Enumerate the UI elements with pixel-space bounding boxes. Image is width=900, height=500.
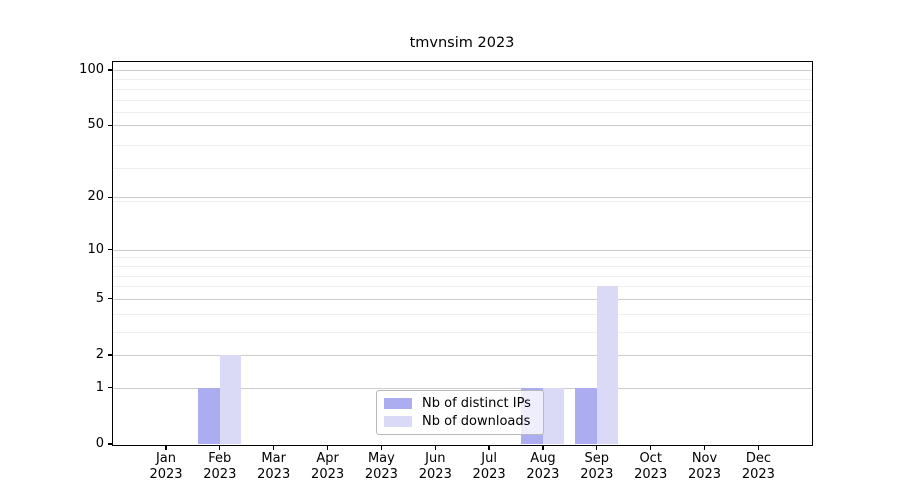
x-label-month: Jun (425, 451, 446, 466)
x-tick-oct (650, 445, 652, 450)
gridline-major-1 (113, 387, 812, 389)
x-label-nov: Nov 2023 (675, 451, 735, 482)
y-tick-label-5: 5 (95, 290, 104, 306)
gridline-minor-3 (113, 331, 812, 333)
gridline-minor-59 (113, 112, 812, 114)
x-label-year: 2023 (526, 466, 560, 482)
bar-feb-distinct-ips (198, 387, 220, 444)
chart-title: tmvnsim 2023 (409, 35, 515, 51)
gridline-major-10 (113, 249, 812, 251)
x-label-year: 2023 (687, 466, 722, 482)
x-tick-jul (488, 445, 490, 450)
x-tick-jun (434, 445, 436, 450)
gridline-minor-29 (113, 168, 812, 170)
y-tick-label-10: 10 (87, 241, 104, 257)
x-tick-jan (165, 445, 167, 450)
gridline-minor-89 (113, 79, 812, 81)
x-label-year: 2023 (418, 466, 452, 482)
legend-item-downloads: Nb of downloads (384, 414, 537, 429)
gridline-minor-9 (113, 257, 812, 259)
x-label-year: 2023 (364, 466, 398, 482)
x-label-mar: Mar 2023 (244, 451, 304, 482)
x-tick-apr (326, 445, 329, 450)
legend-label-distinct-ips: Nb of distinct IPs (422, 396, 531, 411)
gridline-minor-4 (113, 313, 812, 315)
y-tick-label-100: 100 (79, 62, 104, 77)
gridline-minor-39 (113, 145, 812, 147)
gridline-major-50 (113, 125, 812, 127)
y-tick-20 (107, 196, 112, 198)
bar-aug-downloads (542, 387, 565, 444)
y-tick-label-20: 20 (87, 189, 104, 205)
gridline-minor-79 (113, 88, 812, 90)
bar-sep-distinct-ips (575, 387, 597, 444)
gridline-major-2 (113, 355, 812, 356)
gridline-minor-69 (113, 99, 812, 101)
bar-sep-downloads (596, 286, 619, 444)
x-label-year: 2023 (580, 466, 614, 482)
x-tick-nov (703, 445, 706, 450)
x-label-aug: Aug 2023 (513, 451, 573, 482)
gridline-major-100 (113, 70, 812, 71)
x-label-dec: Dec 2023 (728, 451, 788, 482)
x-label-month: Aug (530, 451, 556, 466)
y-tick-label-1: 1 (95, 379, 104, 395)
x-label-month: Nov (691, 451, 718, 466)
gridline-minor-6 (113, 286, 812, 288)
x-label-year: 2023 (149, 466, 183, 482)
x-label-year: 2023 (257, 466, 291, 482)
x-label-month: Jan (155, 451, 177, 466)
x-label-year: 2023 (311, 466, 345, 482)
x-tick-may (380, 445, 383, 450)
x-label-month: Dec (745, 451, 771, 466)
legend: Nb of distinct IPs Nb of downloads (376, 390, 544, 435)
x-label-month: Apr (316, 451, 339, 466)
bar-feb-downloads (219, 355, 242, 444)
y-tick-10 (107, 249, 112, 251)
legend-label-downloads: Nb of downloads (422, 414, 531, 429)
x-label-year: 2023 (203, 466, 237, 482)
x-tick-feb (219, 445, 221, 450)
x-label-month: Jul (481, 451, 497, 466)
x-label-feb: Feb 2023 (190, 451, 250, 482)
x-label-year: 2023 (472, 466, 506, 482)
x-label-apr: Apr 2023 (298, 451, 358, 482)
x-tick-mar (273, 445, 275, 450)
x-label-year: 2023 (741, 466, 775, 482)
y-tick-5 (107, 298, 112, 300)
x-label-month: Feb (208, 451, 232, 466)
x-label-jan: Jan 2023 (136, 451, 196, 482)
x-label-month: Mar (261, 451, 286, 466)
x-label-oct: Oct 2023 (621, 451, 681, 482)
x-label-may: May 2023 (351, 451, 411, 482)
y-tick-100 (107, 69, 112, 71)
x-tick-aug (542, 445, 544, 450)
gridline-major-20 (113, 197, 812, 199)
x-tick-sep (596, 445, 598, 450)
y-tick-0 (107, 443, 112, 445)
y-tick-label-50: 50 (87, 117, 104, 133)
gridline-minor-19 (113, 201, 812, 203)
x-label-year: 2023 (634, 466, 668, 482)
legend-item-distinct-ips: Nb of distinct IPs (384, 396, 537, 411)
x-label-month: Oct (639, 451, 662, 466)
legend-swatch-distinct-ips (384, 398, 412, 409)
x-label-month: Sep (584, 451, 610, 466)
legend-swatch-downloads (384, 416, 412, 427)
y-tick-label-0: 0 (95, 436, 104, 451)
y-tick-50 (107, 124, 112, 127)
gridline-minor-8 (113, 265, 812, 267)
y-tick-1 (107, 387, 112, 389)
y-tick-label-2: 2 (95, 347, 104, 362)
x-label-sep: Sep 2023 (567, 451, 627, 482)
gridline-minor-7 (113, 275, 812, 277)
gridline-major-5 (113, 298, 812, 300)
x-tick-dec (757, 445, 759, 450)
x-label-jul: Jul 2023 (459, 451, 519, 482)
x-label-jun: Jun 2023 (405, 451, 465, 482)
y-tick-2 (107, 354, 112, 356)
plot-area: Dec 2023 Nov 2023 Oct 2023 Sep 2023 Aug 2023 Jul 20… (79, 61, 813, 482)
x-label-month: May (367, 451, 395, 466)
